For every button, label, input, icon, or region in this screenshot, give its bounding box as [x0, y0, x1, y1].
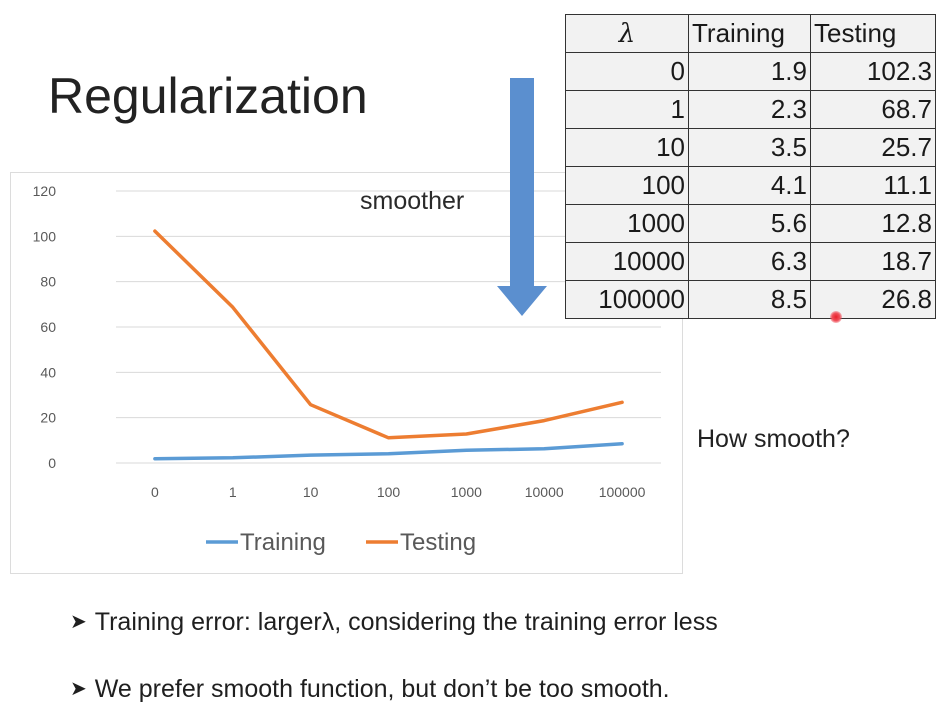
cell-lambda: 10000 — [565, 242, 689, 281]
x-tick-label: 100000 — [599, 484, 646, 500]
y-tick-label: 100 — [33, 228, 57, 244]
cell-training: 4.1 — [688, 166, 811, 205]
y-tick-label: 80 — [40, 274, 56, 290]
series-line-testing — [153, 229, 624, 440]
cell-testing: 11.1 — [810, 166, 936, 205]
header-testing: Testing — [810, 14, 936, 53]
x-tick-label: 0 — [151, 484, 159, 500]
slide-title: Regularization — [48, 68, 368, 124]
x-tick-label: 1 — [229, 484, 237, 500]
legend-label-testing: Testing — [400, 529, 476, 556]
cell-lambda: 1 — [565, 90, 689, 129]
bullet-training-error: ➤ Training error: largerλ, considering th… — [70, 608, 718, 637]
cell-testing: 18.7 — [810, 242, 936, 281]
x-tick-label: 10000 — [525, 484, 564, 500]
cell-lambda: 0 — [565, 52, 689, 91]
bullet-smooth-function: ➤ We prefer smooth function, but don’t be… — [70, 675, 670, 704]
table-row: 10000 6.3 18.7 — [565, 242, 936, 281]
smoother-arrow-icon — [497, 78, 547, 316]
table-row: 0 1.9 102.3 — [565, 52, 936, 91]
cell-lambda: 1000 — [565, 204, 689, 243]
cell-training: 5.6 — [688, 204, 811, 243]
laser-pointer-dot — [830, 311, 842, 323]
bullet-text: Training error: largerλ, considering the… — [94, 608, 718, 636]
y-tick-label: 0 — [48, 455, 56, 471]
cell-training: 1.9 — [688, 52, 811, 91]
cell-testing: 25.7 — [810, 128, 936, 167]
how-smooth-question: How smooth? — [697, 425, 850, 453]
cell-testing: 68.7 — [810, 90, 936, 129]
cell-testing: 12.8 — [810, 204, 936, 243]
smoother-label: smoother — [360, 187, 465, 215]
x-tick-label: 1000 — [451, 484, 482, 500]
bullet-text: We prefer smooth function, but don’t be … — [94, 675, 670, 703]
y-tick-label: 20 — [40, 410, 56, 426]
x-tick-label: 10 — [303, 484, 319, 500]
table-header-row: λ Training Testing — [565, 14, 936, 53]
x-tick-label: 100 — [377, 484, 401, 500]
lambda-results-table: λ Training Testing 0 1.9 102.3 1 2.3 68.… — [565, 14, 936, 319]
y-tick-label: 120 — [33, 183, 57, 199]
table-row: 100 4.1 11.1 — [565, 166, 936, 205]
bullet-arrow-icon: ➤ — [70, 611, 87, 633]
table-row: 1 2.3 68.7 — [565, 90, 936, 129]
y-tick-label: 60 — [40, 319, 56, 335]
legend-label-training: Training — [240, 529, 326, 556]
cell-testing: 26.8 — [810, 280, 936, 319]
bullet-arrow-icon: ➤ — [70, 678, 87, 700]
header-lambda: λ — [565, 14, 689, 53]
cell-lambda: 100 — [565, 166, 689, 205]
table-row: 100000 8.5 26.8 — [565, 280, 936, 319]
cell-training: 3.5 — [688, 128, 811, 167]
cell-training: 2.3 — [688, 90, 811, 129]
cell-testing: 102.3 — [810, 52, 936, 91]
y-tick-label: 40 — [40, 364, 56, 380]
cell-lambda: 10 — [565, 128, 689, 167]
table-row: 1000 5.6 12.8 — [565, 204, 936, 243]
cell-lambda: 100000 — [565, 280, 689, 319]
cell-training: 8.5 — [688, 280, 811, 319]
header-training: Training — [688, 14, 811, 53]
series-line-training — [153, 441, 624, 461]
cell-training: 6.3 — [688, 242, 811, 281]
table-row: 10 3.5 25.7 — [565, 128, 936, 167]
